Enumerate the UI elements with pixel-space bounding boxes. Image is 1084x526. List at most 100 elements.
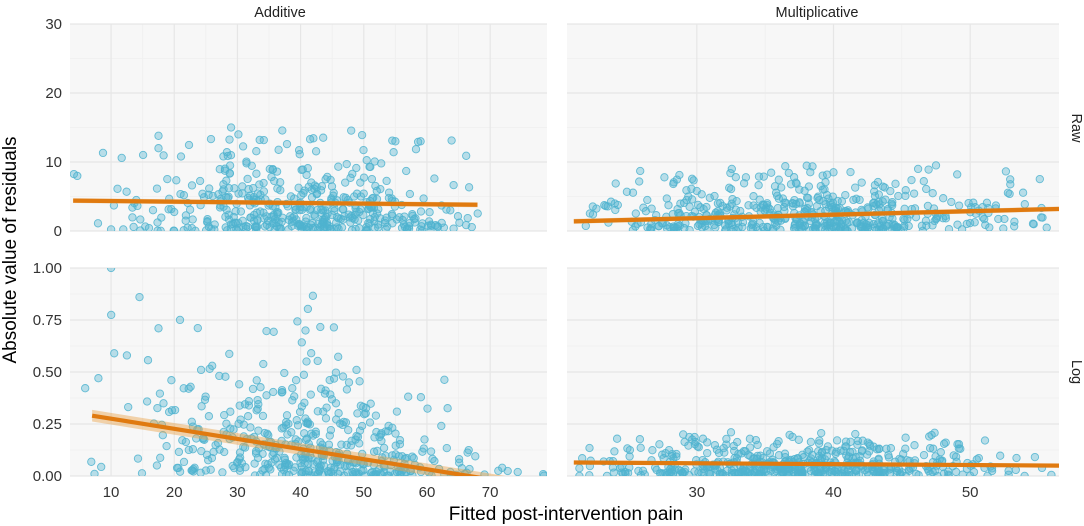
data-point <box>282 139 292 149</box>
data-point <box>857 447 866 456</box>
data-point <box>610 447 619 456</box>
data-point <box>693 200 703 210</box>
data-point <box>1020 200 1029 209</box>
data-point <box>418 447 427 456</box>
data-point <box>755 195 764 204</box>
data-point <box>331 368 341 377</box>
data-point <box>359 145 368 155</box>
data-point <box>875 471 885 476</box>
data-point <box>222 148 232 157</box>
data-point <box>296 221 305 231</box>
data-point <box>660 173 669 182</box>
y-tick-label: 0.50 <box>33 364 62 381</box>
data-point <box>321 175 330 184</box>
data-point <box>174 447 184 457</box>
points-group <box>70 123 482 231</box>
data-point <box>153 403 162 413</box>
data-point <box>400 454 410 463</box>
data-point <box>617 468 626 476</box>
data-point <box>187 417 196 426</box>
data-point <box>128 213 137 222</box>
strip-label-multiplicative: Multiplicative <box>776 5 859 21</box>
data-point <box>852 194 861 203</box>
data-point <box>747 220 756 229</box>
data-point <box>357 130 367 140</box>
x-tick-label: 40 <box>292 484 309 501</box>
data-point <box>982 198 992 207</box>
data-point <box>669 178 678 187</box>
data-point <box>387 194 396 203</box>
data-point <box>894 191 903 201</box>
data-point <box>631 209 640 218</box>
data-point <box>980 214 989 224</box>
data-point <box>347 436 356 445</box>
data-point <box>999 224 1008 231</box>
data-point <box>356 401 365 410</box>
data-point <box>143 356 153 365</box>
data-point <box>170 405 180 415</box>
data-point <box>365 418 375 427</box>
x-tick-label: 50 <box>355 484 372 501</box>
data-point <box>290 463 300 472</box>
data-point <box>329 191 338 200</box>
data-point <box>722 440 731 449</box>
data-point <box>923 201 933 211</box>
data-point <box>747 470 757 476</box>
data-point <box>913 164 923 174</box>
panel-multiplicative-raw <box>567 23 1059 232</box>
data-point <box>258 411 268 421</box>
data-point <box>355 207 364 217</box>
data-point <box>763 222 772 231</box>
data-point <box>734 449 743 459</box>
data-point <box>365 162 374 171</box>
data-point <box>774 451 784 460</box>
data-point <box>338 372 348 381</box>
data-point <box>690 432 699 442</box>
data-point <box>463 213 472 223</box>
data-point <box>383 471 392 476</box>
data-point <box>639 203 648 212</box>
data-point <box>162 441 171 451</box>
data-point <box>387 211 397 220</box>
data-point <box>985 223 994 231</box>
data-point <box>184 140 194 150</box>
data-point <box>288 384 297 393</box>
data-point <box>253 189 263 198</box>
data-point <box>703 438 712 447</box>
data-point <box>941 438 950 447</box>
data-point <box>136 215 145 224</box>
data-point <box>279 423 288 432</box>
data-point <box>259 178 268 188</box>
data-point <box>612 434 622 443</box>
data-point <box>856 223 865 231</box>
trend-line <box>73 198 478 207</box>
data-point <box>154 131 163 140</box>
data-point <box>229 425 238 434</box>
data-point <box>243 174 252 184</box>
data-point <box>117 153 126 163</box>
data-point <box>745 443 755 452</box>
data-point <box>806 437 816 447</box>
data-point <box>962 219 971 229</box>
data-point <box>315 464 325 473</box>
data-point <box>352 365 361 375</box>
data-point <box>204 412 214 421</box>
data-point <box>326 224 335 231</box>
data-point <box>635 177 644 186</box>
data-point <box>404 392 413 401</box>
data-point <box>912 469 921 476</box>
data-point <box>353 409 362 418</box>
data-point <box>253 404 262 413</box>
data-point <box>1000 214 1009 224</box>
data-point <box>353 432 363 441</box>
data-point <box>449 224 458 231</box>
data-point <box>137 469 147 476</box>
data-point <box>828 198 838 207</box>
data-point <box>803 447 812 456</box>
data-point <box>419 194 428 203</box>
data-point <box>303 304 313 314</box>
data-point <box>159 399 168 408</box>
data-point <box>767 168 776 177</box>
data-point <box>144 223 154 231</box>
data-point <box>833 216 842 226</box>
